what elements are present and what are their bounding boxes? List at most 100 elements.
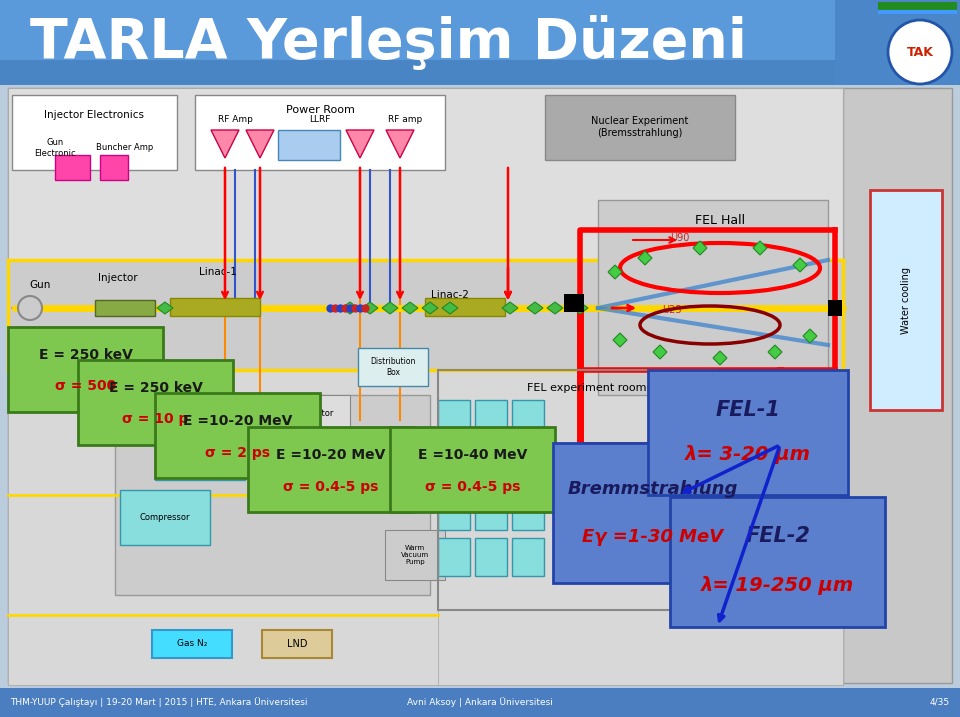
Bar: [738, 390, 818, 438]
Bar: [152, 630, 232, 658]
Bar: [8, 370, 438, 685]
Bar: [8, 88, 843, 683]
Text: Power Room: Power Room: [285, 105, 354, 115]
Bar: [512, 400, 544, 438]
Bar: [12, 95, 177, 170]
Text: RF amp: RF amp: [388, 115, 422, 125]
Text: Compressor: Compressor: [140, 513, 190, 521]
Bar: [0, 688, 960, 717]
Text: TARLA Yerleşim Düzeni: TARLA Yerleşim Düzeni: [30, 14, 747, 70]
Bar: [475, 538, 507, 576]
Bar: [475, 446, 507, 484]
Bar: [598, 200, 828, 395]
Text: TAK: TAK: [906, 45, 933, 59]
Polygon shape: [753, 241, 767, 255]
Bar: [262, 630, 332, 658]
Bar: [115, 395, 430, 595]
Text: Evaporator: Evaporator: [287, 409, 333, 419]
Text: THM-YUUP Çalıştayı | 19-20 Mart | 2015 | HTE, Ankara Üniversitesi: THM-YUUP Çalıştayı | 19-20 Mart | 2015 |…: [10, 697, 307, 707]
Circle shape: [18, 296, 42, 320]
Text: Linac-1: Linac-1: [199, 267, 237, 277]
Text: σ = 0.4-5 ps: σ = 0.4-5 ps: [283, 480, 378, 493]
Text: U90: U90: [670, 233, 689, 243]
Text: λ= 19-250 µm: λ= 19-250 µm: [701, 576, 854, 595]
Text: Gas N₂: Gas N₂: [177, 640, 207, 648]
Bar: [270, 395, 350, 433]
Bar: [553, 443, 753, 583]
Bar: [512, 446, 544, 484]
Text: FEL Hall: FEL Hall: [695, 214, 745, 227]
Polygon shape: [502, 302, 518, 314]
Polygon shape: [608, 265, 622, 279]
Polygon shape: [613, 333, 627, 347]
Circle shape: [888, 20, 952, 84]
Bar: [438, 492, 470, 530]
Bar: [870, 190, 942, 410]
Bar: [358, 348, 428, 386]
Text: Bremmstrahlung: Bremmstrahlung: [567, 480, 738, 498]
Polygon shape: [572, 302, 588, 314]
Bar: [475, 492, 507, 530]
Bar: [8, 327, 163, 412]
Text: E = 250 keV: E = 250 keV: [108, 381, 203, 395]
Text: Oil
Remover: Oil Remover: [306, 445, 344, 465]
Bar: [545, 95, 735, 160]
Bar: [155, 393, 320, 478]
Polygon shape: [386, 130, 414, 158]
Text: Compressor: Compressor: [175, 450, 226, 460]
Text: Avni Aksoy | Ankara Üniversitesi: Avni Aksoy | Ankara Üniversitesi: [407, 697, 553, 707]
Bar: [390, 427, 555, 512]
Bar: [438, 370, 718, 610]
Text: σ = 10 p: σ = 10 p: [122, 412, 189, 427]
Bar: [285, 430, 365, 480]
Text: σ = 500: σ = 500: [55, 379, 116, 394]
Bar: [100, 155, 128, 180]
Bar: [385, 530, 445, 580]
Bar: [0, 0, 960, 85]
Bar: [512, 492, 544, 530]
Text: LLRF: LLRF: [309, 115, 330, 125]
Text: FEL-1: FEL-1: [715, 400, 780, 420]
Text: 4/35: 4/35: [930, 698, 950, 706]
Text: RF Amp: RF Amp: [218, 115, 252, 125]
Bar: [512, 538, 544, 576]
Text: E =10-20 MeV: E =10-20 MeV: [182, 414, 292, 428]
Text: λ= 3-20 µm: λ= 3-20 µm: [685, 445, 811, 465]
Bar: [878, 10, 957, 14]
Bar: [120, 490, 210, 545]
Bar: [0, 0, 835, 85]
Text: E =10-40 MeV: E =10-40 MeV: [418, 448, 527, 462]
Bar: [195, 95, 445, 170]
Text: Injector: Injector: [98, 273, 138, 283]
Bar: [438, 400, 470, 438]
Bar: [55, 155, 90, 180]
Bar: [278, 130, 340, 160]
Text: FEL experiment rooms: FEL experiment rooms: [527, 383, 653, 393]
Text: E = 250 keV: E = 250 keV: [38, 348, 132, 362]
Text: FEL-2: FEL-2: [745, 526, 810, 546]
Polygon shape: [342, 302, 358, 314]
Polygon shape: [157, 302, 173, 314]
Text: Distribution
Box: Distribution Box: [371, 357, 416, 376]
Bar: [564, 294, 584, 312]
Text: Buncher Amp: Buncher Amp: [96, 143, 154, 153]
Bar: [648, 370, 848, 495]
Text: Gun: Gun: [30, 280, 51, 290]
Polygon shape: [211, 130, 239, 158]
Bar: [0, 60, 835, 85]
Polygon shape: [713, 351, 727, 365]
Polygon shape: [422, 302, 438, 314]
Polygon shape: [653, 345, 667, 359]
Text: Warm
Vacuum
Pump: Warm Vacuum Pump: [401, 545, 429, 565]
Polygon shape: [402, 302, 418, 314]
Bar: [95, 300, 155, 316]
Text: Nuclear Experiment
(Bremsstrahlung): Nuclear Experiment (Bremsstrahlung): [591, 116, 688, 138]
Bar: [78, 360, 233, 445]
Bar: [438, 538, 470, 576]
Bar: [475, 400, 507, 438]
Polygon shape: [638, 251, 652, 265]
Text: σ = 2 ps: σ = 2 ps: [205, 445, 270, 460]
Bar: [438, 446, 470, 484]
Bar: [248, 427, 413, 512]
Text: Water cooling: Water cooling: [901, 267, 911, 333]
